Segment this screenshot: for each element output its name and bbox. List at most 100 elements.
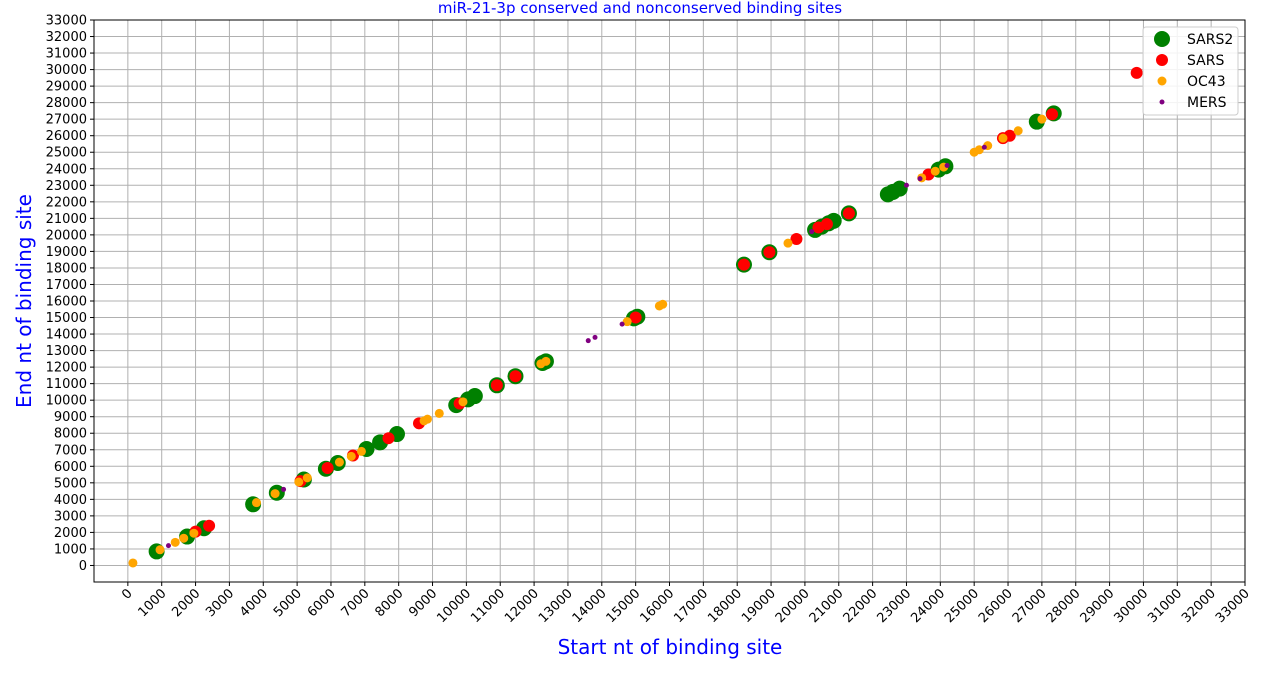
legend-label-sars2: SARS2 bbox=[1187, 32, 1233, 48]
y-tick-label: 24000 bbox=[46, 162, 87, 177]
x-tick-label: 20000 bbox=[773, 586, 813, 626]
y-axis-title: End nt of binding site bbox=[12, 194, 36, 408]
y-tick-label: 0 bbox=[79, 559, 87, 574]
data-point-sars bbox=[763, 246, 776, 259]
x-tick-label: 1000 bbox=[136, 586, 170, 620]
legend-marker-sars2 bbox=[1154, 31, 1170, 47]
data-point-mers bbox=[809, 229, 815, 235]
y-tick-label: 9000 bbox=[54, 410, 87, 425]
x-tick-label: 23000 bbox=[874, 586, 914, 626]
y-tick-label: 4000 bbox=[54, 493, 87, 508]
legend: SARS2 SARS OC43 MERS bbox=[1142, 26, 1239, 116]
data-point-oc43 bbox=[189, 528, 199, 538]
data-point-mers bbox=[903, 182, 909, 188]
x-axis-title: Start nt of binding site bbox=[558, 635, 783, 659]
x-tick-label: 21000 bbox=[807, 586, 847, 626]
data-point-sars bbox=[820, 218, 833, 231]
data-point-sars bbox=[842, 207, 855, 220]
y-tick-label: 5000 bbox=[54, 476, 87, 491]
x-tick-label: 8000 bbox=[372, 586, 406, 620]
data-point-oc43 bbox=[1013, 126, 1023, 136]
data-points bbox=[128, 66, 1143, 568]
data-point-oc43 bbox=[541, 356, 551, 366]
x-tick-label: 14000 bbox=[570, 586, 610, 626]
x-tick-label: 12000 bbox=[502, 586, 542, 626]
y-tick-label: 19000 bbox=[46, 245, 87, 260]
x-tick-label: 13000 bbox=[536, 586, 576, 626]
data-point-sars bbox=[490, 379, 503, 392]
y-tick-label: 28000 bbox=[46, 96, 87, 111]
y-tick-label: 32000 bbox=[46, 30, 87, 45]
data-point-sars2 bbox=[466, 388, 483, 405]
x-tick-label: 5000 bbox=[271, 586, 305, 620]
data-point-sars2 bbox=[891, 180, 908, 197]
x-tick-label: 18000 bbox=[705, 586, 745, 626]
y-tick-label: 29000 bbox=[46, 80, 87, 95]
x-tick-label: 28000 bbox=[1044, 586, 1084, 626]
data-point-oc43 bbox=[294, 477, 304, 487]
data-point-oc43 bbox=[422, 414, 432, 424]
data-point-oc43 bbox=[998, 133, 1008, 143]
data-point-oc43 bbox=[434, 408, 444, 418]
plot-frame bbox=[93, 19, 1246, 583]
y-tick-label: 11000 bbox=[46, 377, 87, 392]
data-point-mers bbox=[585, 338, 591, 344]
y-tick-label: 18000 bbox=[46, 261, 87, 276]
y-tick-label: 14000 bbox=[46, 328, 87, 343]
y-tick-label: 17000 bbox=[46, 278, 87, 293]
data-point-oc43 bbox=[1037, 114, 1047, 124]
x-tick-label: 7000 bbox=[339, 586, 373, 620]
data-point-sars bbox=[790, 233, 803, 246]
y-tick-label: 31000 bbox=[46, 47, 87, 62]
data-point-oc43 bbox=[302, 473, 312, 483]
x-tick-label: 6000 bbox=[305, 586, 339, 620]
x-tick-label: 0 bbox=[119, 586, 135, 602]
x-tick-label: 3000 bbox=[203, 586, 237, 620]
y-tick-label: 16000 bbox=[46, 295, 87, 310]
legend-label-sars: SARS bbox=[1187, 53, 1224, 69]
data-point-oc43 bbox=[334, 457, 344, 467]
data-point-mers bbox=[165, 543, 171, 549]
x-tick-label: 10000 bbox=[434, 586, 474, 626]
legend-marker-mers bbox=[1159, 99, 1165, 105]
data-point-sars bbox=[321, 461, 334, 474]
data-point-sars bbox=[509, 370, 522, 383]
data-point-mers bbox=[981, 144, 987, 150]
data-point-oc43 bbox=[930, 166, 940, 176]
y-tick-label: 2000 bbox=[54, 526, 87, 541]
y-tick-label: 23000 bbox=[46, 179, 87, 194]
data-point-sars bbox=[382, 432, 395, 445]
y-tick-label: 33000 bbox=[46, 14, 87, 29]
data-point-oc43 bbox=[128, 558, 138, 568]
x-tick-label: 22000 bbox=[841, 586, 881, 626]
legend-marker-sars bbox=[1156, 54, 1168, 66]
y-tick-label: 30000 bbox=[46, 63, 87, 78]
y-tick-label: 7000 bbox=[54, 443, 87, 458]
x-tick-label: 32000 bbox=[1179, 586, 1219, 626]
y-tick-label: 13000 bbox=[46, 344, 87, 359]
x-tick-label: 2000 bbox=[169, 586, 203, 620]
y-tick-label: 21000 bbox=[46, 212, 87, 227]
x-tick-label: 25000 bbox=[942, 586, 982, 626]
y-tick-label: 27000 bbox=[46, 113, 87, 128]
data-point-sars bbox=[1130, 66, 1143, 79]
y-tick-label: 22000 bbox=[46, 195, 87, 210]
data-point-oc43 bbox=[783, 238, 793, 248]
data-point-mers bbox=[944, 162, 950, 168]
data-point-mers bbox=[619, 321, 625, 327]
data-point-sars bbox=[1046, 108, 1059, 121]
x-tick-label: 29000 bbox=[1078, 586, 1118, 626]
legend-marker-oc43 bbox=[1157, 76, 1167, 86]
legend-label-oc43: OC43 bbox=[1187, 74, 1226, 90]
x-tick-label: 11000 bbox=[468, 586, 508, 626]
y-tick-label: 25000 bbox=[46, 146, 87, 161]
x-tick-label: 24000 bbox=[908, 586, 948, 626]
series-oc43 bbox=[128, 114, 1047, 568]
data-point-oc43 bbox=[458, 397, 468, 407]
legend-label-mers: MERS bbox=[1187, 95, 1227, 111]
y-tick-label: 6000 bbox=[54, 460, 87, 475]
x-tick-label: 27000 bbox=[1010, 586, 1050, 626]
x-tick-label: 19000 bbox=[739, 586, 779, 626]
